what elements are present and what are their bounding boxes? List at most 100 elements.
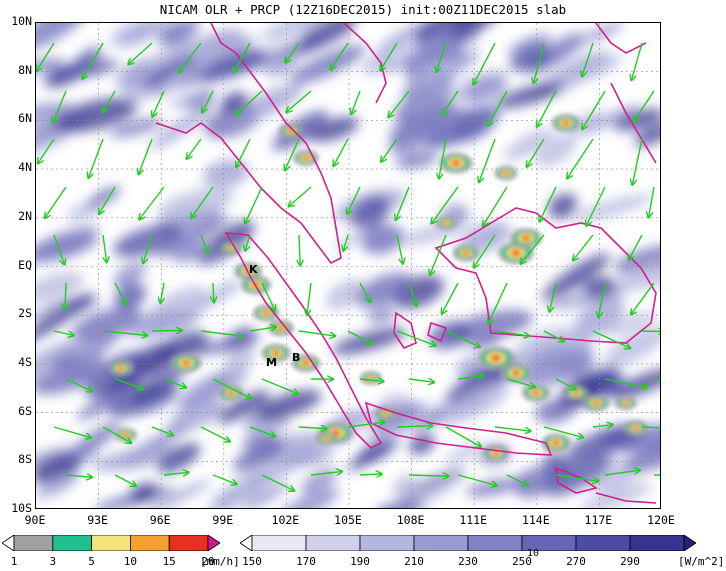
wind-vector bbox=[65, 282, 66, 310]
wind-vectors bbox=[36, 42, 660, 491]
olr-cloud-patch bbox=[261, 23, 330, 42]
olr-cloud-patch bbox=[428, 321, 472, 350]
olr-cloud-patch bbox=[572, 193, 654, 222]
precip-cell bbox=[303, 361, 309, 365]
colorbar-tick-label: 15 bbox=[162, 555, 176, 568]
wind-vector bbox=[88, 138, 104, 178]
olr-cloud-patch bbox=[389, 111, 451, 155]
y-axis-label: 6S bbox=[18, 403, 32, 418]
wind-vector bbox=[457, 474, 497, 486]
colorbar-tick-label: 20 bbox=[201, 555, 215, 568]
x-axis-label: 105E bbox=[334, 513, 362, 527]
coastline bbox=[595, 492, 657, 504]
x-axis-label: 102E bbox=[271, 513, 300, 527]
wind-vector bbox=[533, 42, 545, 84]
wind-vector bbox=[582, 42, 594, 77]
colorbar-tick-label: 10 bbox=[123, 555, 138, 568]
wind-vector bbox=[186, 138, 202, 159]
precip-cell bbox=[229, 247, 233, 249]
olr-cloud-patch bbox=[47, 59, 119, 81]
olr-cloud-patch bbox=[289, 448, 333, 467]
wind-vector bbox=[249, 426, 276, 437]
wind-vector bbox=[347, 186, 361, 214]
wind-vector bbox=[261, 378, 298, 394]
wind-vector bbox=[543, 330, 564, 342]
olr-cloud-patch bbox=[520, 350, 592, 388]
olr-cloud-patch bbox=[226, 342, 255, 370]
olr-cloud-patch bbox=[579, 482, 653, 508]
olr-cloud-patch bbox=[535, 398, 575, 424]
wind-vector bbox=[152, 90, 165, 117]
olr-colorbar bbox=[240, 535, 696, 551]
precip-cell bbox=[494, 451, 498, 455]
wind-vector bbox=[632, 138, 643, 185]
coastline bbox=[595, 23, 647, 54]
colorbar-segment bbox=[240, 535, 253, 551]
wind-vector bbox=[53, 426, 91, 438]
vector-reference-label: 10 bbox=[527, 548, 540, 559]
colorbar-tick-label: 150 bbox=[242, 555, 262, 568]
olr-cloud-patch bbox=[186, 33, 257, 59]
olr-cloud-patch bbox=[113, 224, 184, 258]
olr-cloud-patch bbox=[36, 294, 92, 345]
wind-vector bbox=[200, 426, 230, 442]
olr-cloud-patch bbox=[36, 226, 99, 263]
olr-cloud-patch bbox=[157, 23, 190, 45]
wind-vector bbox=[234, 42, 251, 73]
station-label: K bbox=[249, 263, 258, 276]
coastline bbox=[427, 321, 448, 343]
y-axis-label: 10N bbox=[11, 14, 32, 28]
precip-cell bbox=[513, 251, 519, 255]
colorbar-segment bbox=[359, 535, 415, 551]
wind-vector bbox=[494, 330, 530, 336]
wind-vector bbox=[520, 234, 545, 264]
olr-cloud-patch bbox=[395, 151, 438, 169]
olr-cloud-patch bbox=[178, 374, 230, 411]
wind-vector bbox=[445, 330, 480, 347]
colorbar-segment bbox=[52, 535, 92, 551]
wind-vector bbox=[641, 331, 660, 332]
olr-cloud-patch bbox=[36, 339, 79, 386]
wind-vector bbox=[139, 186, 165, 220]
colorbar-segment bbox=[2, 535, 15, 551]
wind-vector bbox=[543, 426, 584, 438]
olr-cloud-patch bbox=[503, 127, 555, 161]
olr-cloud-patch bbox=[233, 438, 286, 473]
olr-cloud-patch bbox=[71, 307, 143, 342]
y-axis-label: 8N bbox=[18, 62, 32, 77]
wind-vector bbox=[38, 138, 55, 164]
wind-vector bbox=[506, 378, 535, 387]
colorbar-segment bbox=[413, 535, 469, 551]
olr-cloud-patch bbox=[118, 23, 171, 43]
wind-vector bbox=[347, 422, 385, 428]
precip-cell bbox=[119, 366, 123, 370]
olr-cloud-patch bbox=[624, 438, 660, 473]
olr-cloud-patch bbox=[367, 307, 396, 324]
wind-vector bbox=[333, 138, 349, 166]
precip-cell bbox=[453, 161, 459, 165]
wind-vector bbox=[631, 42, 643, 80]
wind-vector bbox=[555, 474, 599, 481]
olr-cloud-patch bbox=[116, 60, 155, 92]
olr-cloud-patch bbox=[325, 279, 365, 310]
precip-cell bbox=[183, 361, 189, 365]
olr-cloud-patch bbox=[36, 271, 85, 302]
olr-cloud-patch bbox=[393, 474, 423, 505]
wind-vector bbox=[310, 471, 342, 476]
olr-cloud-patch bbox=[290, 45, 366, 84]
wind-vector bbox=[245, 186, 263, 224]
wind-vector bbox=[200, 234, 208, 253]
olr-cloud-patch bbox=[76, 376, 146, 421]
colorbar-segment bbox=[251, 535, 307, 551]
colorbar-tick-label: 290 bbox=[620, 555, 640, 568]
olr-cloud-patch bbox=[331, 327, 407, 355]
precip-cell bbox=[634, 426, 638, 430]
y-axis-label: 2N bbox=[18, 208, 32, 223]
wind-vector bbox=[36, 42, 55, 71]
y-axis-label: 8S bbox=[18, 452, 32, 467]
wind-vector bbox=[45, 186, 67, 218]
wind-vector bbox=[573, 234, 594, 261]
wind-vector bbox=[343, 234, 349, 251]
wind-vector bbox=[483, 186, 508, 226]
wind-vector bbox=[380, 42, 398, 71]
